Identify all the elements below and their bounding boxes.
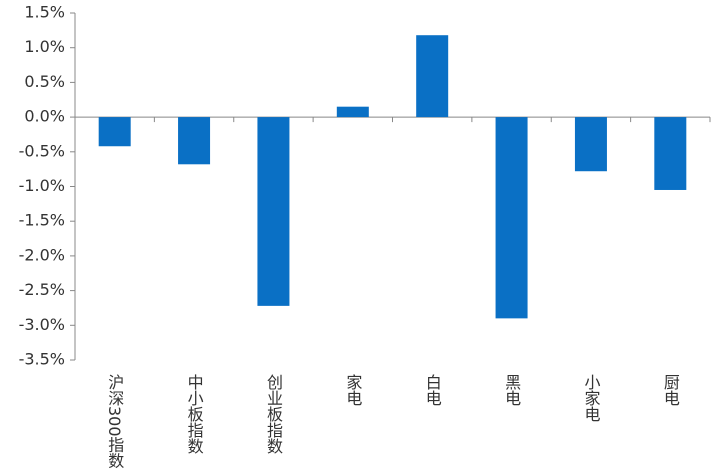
bar: [178, 117, 211, 165]
bar: [495, 117, 528, 319]
bar: [98, 117, 131, 147]
x-tick-label: 厨电: [661, 374, 680, 406]
x-tick-label: 小家电: [581, 374, 600, 422]
y-tick-label: -0.5%: [19, 141, 65, 160]
y-tick-label: -1.0%: [19, 176, 65, 195]
bar: [574, 117, 607, 172]
x-tick-label: 沪深300指数: [105, 374, 124, 469]
x-tick-label: 白电: [423, 374, 442, 406]
bar: [416, 35, 449, 118]
y-tick-label: -2.0%: [19, 245, 65, 264]
y-tick-label: 1.0%: [24, 37, 65, 56]
y-tick-label: 0.0%: [24, 107, 65, 126]
x-tick-label: 中小板指数: [185, 374, 204, 454]
y-tick-label: -3.5%: [19, 350, 65, 369]
y-tick-label: -3.0%: [19, 315, 65, 334]
y-tick-label: 0.5%: [24, 72, 65, 91]
bar: [257, 117, 290, 306]
bar: [654, 117, 687, 190]
y-tick-label: -1.5%: [19, 211, 65, 230]
y-tick-label: -2.5%: [19, 280, 65, 299]
bar: [336, 106, 369, 118]
x-tick-label: 黑电: [502, 374, 521, 406]
x-tick-label: 创业板指数: [264, 374, 283, 454]
x-tick-label: 家电: [343, 374, 362, 406]
y-tick-label: 1.5%: [24, 3, 65, 22]
